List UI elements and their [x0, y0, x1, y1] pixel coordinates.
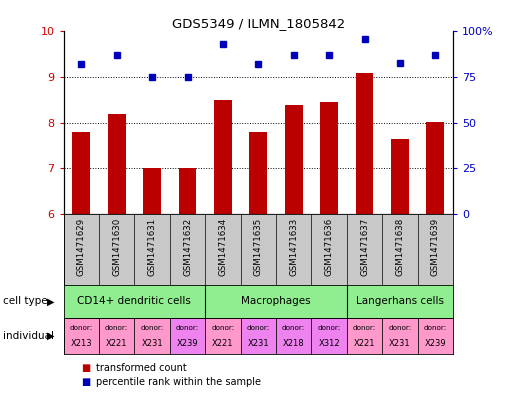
Text: X221: X221: [212, 339, 234, 348]
Bar: [99, 318, 134, 354]
Text: cell type: cell type: [3, 296, 47, 307]
Text: GSM1471638: GSM1471638: [395, 218, 405, 276]
Text: Macrophages: Macrophages: [241, 296, 311, 306]
Text: X231: X231: [389, 339, 411, 348]
Text: X213: X213: [71, 339, 92, 348]
Text: X312: X312: [318, 339, 340, 348]
Text: GSM1471631: GSM1471631: [148, 218, 157, 276]
Text: GSM1471635: GSM1471635: [254, 218, 263, 276]
Text: donor:: donor:: [211, 325, 235, 331]
Text: individual: individual: [3, 331, 53, 341]
Text: ■: ■: [81, 377, 91, 387]
Bar: [391, 139, 409, 214]
Text: GSM1471633: GSM1471633: [289, 218, 298, 276]
Text: GSM1471639: GSM1471639: [431, 218, 440, 276]
Bar: [312, 318, 347, 354]
Text: CD14+ dendritic cells: CD14+ dendritic cells: [77, 296, 191, 306]
Text: donor:: donor:: [388, 325, 412, 331]
Text: GSM1471636: GSM1471636: [325, 218, 333, 276]
Bar: [214, 100, 232, 214]
Title: GDS5349 / ILMN_1805842: GDS5349 / ILMN_1805842: [172, 17, 345, 30]
Bar: [276, 318, 312, 354]
Bar: [205, 318, 241, 354]
Bar: [134, 318, 170, 354]
Text: percentile rank within the sample: percentile rank within the sample: [96, 377, 261, 387]
Text: X218: X218: [283, 339, 304, 348]
Text: ■: ■: [81, 363, 91, 373]
Bar: [170, 318, 205, 354]
Text: donor:: donor:: [105, 325, 128, 331]
Text: Langerhans cells: Langerhans cells: [356, 296, 444, 306]
Bar: [356, 73, 374, 214]
Bar: [382, 318, 417, 354]
Bar: [143, 169, 161, 214]
Bar: [417, 318, 453, 354]
Text: transformed count: transformed count: [96, 363, 186, 373]
Bar: [241, 318, 276, 354]
Text: donor:: donor:: [247, 325, 270, 331]
Text: donor:: donor:: [176, 325, 199, 331]
Text: donor:: donor:: [423, 325, 447, 331]
Text: GSM1471634: GSM1471634: [218, 218, 228, 276]
Bar: [72, 132, 90, 214]
Text: X231: X231: [142, 339, 163, 348]
Text: donor:: donor:: [318, 325, 341, 331]
Bar: [64, 318, 99, 354]
Text: GSM1471629: GSM1471629: [77, 218, 86, 276]
Bar: [320, 102, 338, 214]
Text: GSM1471637: GSM1471637: [360, 218, 369, 276]
Text: X221: X221: [354, 339, 375, 348]
Text: X239: X239: [177, 339, 199, 348]
Text: donor:: donor:: [282, 325, 305, 331]
Text: donor:: donor:: [353, 325, 376, 331]
Text: ▶: ▶: [47, 296, 54, 307]
Text: GSM1471632: GSM1471632: [183, 218, 192, 276]
Text: GSM1471630: GSM1471630: [112, 218, 121, 276]
Text: X239: X239: [425, 339, 446, 348]
Text: donor:: donor:: [140, 325, 164, 331]
Bar: [249, 132, 267, 214]
Bar: [427, 122, 444, 214]
Text: X221: X221: [106, 339, 127, 348]
Text: X231: X231: [247, 339, 269, 348]
Bar: [179, 169, 196, 214]
Bar: [108, 114, 126, 214]
Bar: [347, 318, 382, 354]
Bar: [285, 105, 302, 214]
Text: ▶: ▶: [47, 331, 54, 341]
Text: donor:: donor:: [70, 325, 93, 331]
